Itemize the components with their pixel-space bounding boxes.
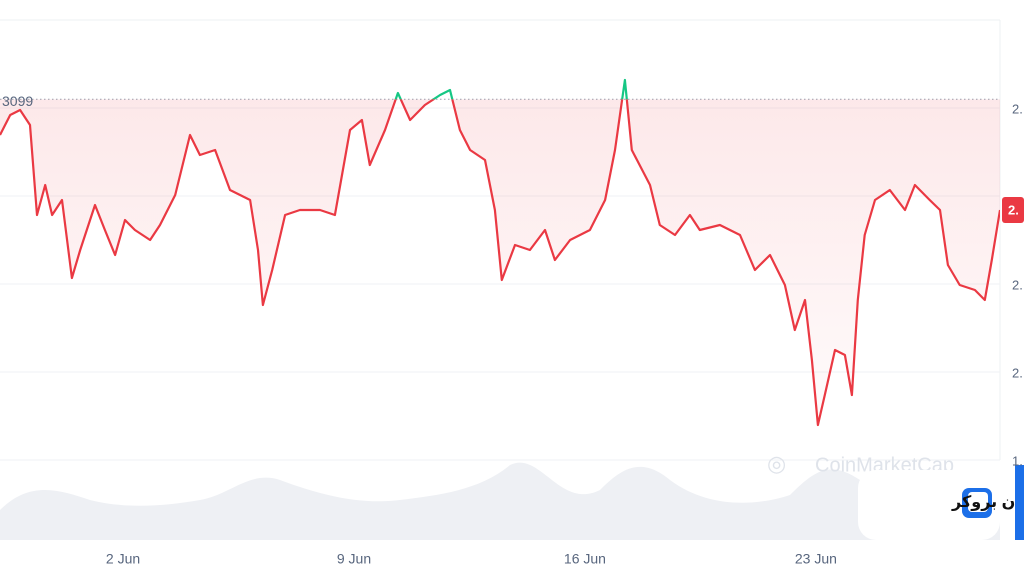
y-tick-label: 2. xyxy=(1012,101,1023,116)
watermark-icon: ◎ xyxy=(767,451,786,476)
y-tick-label: 2. xyxy=(1012,365,1023,380)
brand-logo-inner xyxy=(968,492,988,512)
x-tick-label: 16 Jun xyxy=(564,551,606,567)
current-price-label: 2. xyxy=(1008,202,1019,217)
volume-area xyxy=(0,462,1000,540)
x-tick-label: 23 Jun xyxy=(795,551,837,567)
price-area xyxy=(0,99,1000,425)
reference-label: 3099 xyxy=(2,93,33,109)
current-price-badge xyxy=(1002,196,1024,223)
x-tick-label: 2 Jun xyxy=(106,551,140,567)
y-tick-label: 1. xyxy=(1012,453,1023,468)
brand-badge xyxy=(858,470,1000,540)
side-tab xyxy=(1015,465,1024,540)
x-tick-label: 9 Jun xyxy=(337,551,371,567)
brand-name: لیان بروکر xyxy=(951,494,1024,511)
y-tick-label: 2. xyxy=(1012,277,1023,292)
price-line xyxy=(0,99,1000,427)
